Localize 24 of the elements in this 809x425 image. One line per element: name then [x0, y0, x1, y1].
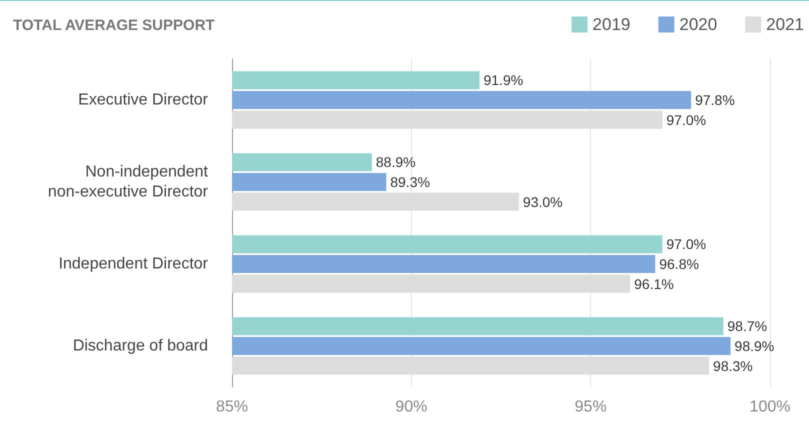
data-label: 98.7%: [727, 318, 768, 334]
data-label: 97.8%: [695, 92, 735, 108]
data-label: 89.3%: [390, 174, 430, 190]
y-tick-label: Independent Director: [58, 256, 209, 272]
y-tick-label: Executive Director: [78, 92, 209, 108]
legend-label: 2020: [679, 15, 718, 34]
data-label: 96.8%: [659, 256, 699, 272]
y-tick-label: Non-independent non-executive Director: [48, 164, 209, 200]
data-label: 93.0%: [522, 194, 563, 210]
data-label: 88.9%: [376, 154, 416, 170]
data-label: 98.9%: [734, 338, 774, 354]
legend-label: 2021: [766, 15, 804, 34]
data-label: 97.0%: [666, 112, 706, 128]
data-label: 96.1%: [634, 276, 674, 292]
x-tick-label: 100%: [750, 398, 790, 416]
x-tick-label: 95%: [574, 398, 607, 416]
x-tick-label: 90%: [395, 398, 428, 416]
data-label: 91.9%: [483, 72, 524, 88]
y-tick-label: Discharge of board: [72, 338, 208, 354]
data-label: 97.0%: [666, 236, 706, 252]
data-label: 98.3%: [713, 358, 753, 374]
legend-label: 2019: [592, 15, 630, 34]
x-tick-label: 85%: [216, 398, 248, 416]
chart-title: TOTAL AVERAGE SUPPORT: [13, 17, 215, 34]
